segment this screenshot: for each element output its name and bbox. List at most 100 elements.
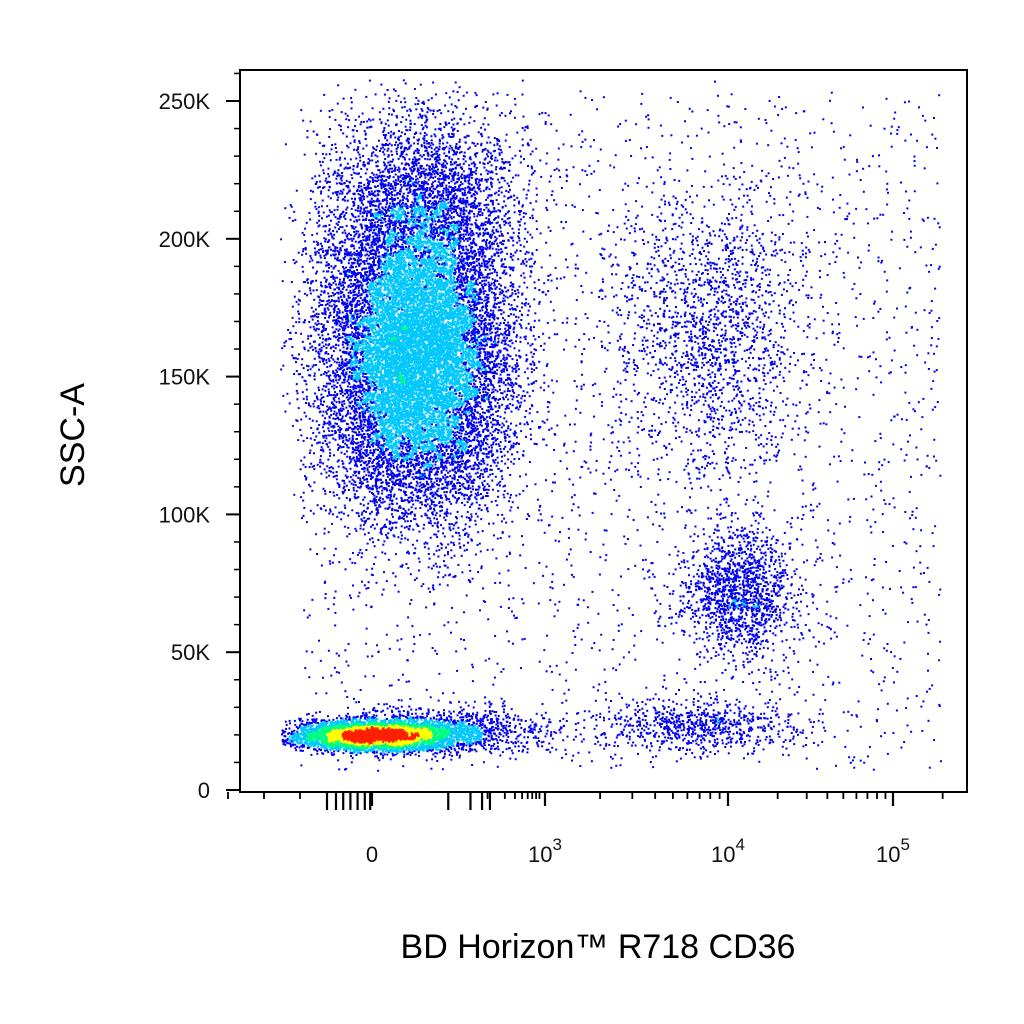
event-dot — [338, 447, 340, 449]
event-dot — [417, 455, 419, 457]
event-dot — [545, 294, 547, 296]
event-dot — [475, 342, 477, 344]
event-dot — [457, 172, 459, 174]
event-dot — [457, 479, 459, 481]
event-dot — [372, 485, 374, 487]
event-dot — [309, 287, 311, 289]
event-dot — [500, 606, 502, 608]
event-dot — [422, 435, 424, 437]
event-dot — [535, 380, 537, 382]
event-dot — [349, 181, 351, 183]
event-dot — [468, 179, 470, 181]
event-dot — [354, 326, 356, 328]
event-dot — [282, 395, 284, 397]
event-dot — [428, 566, 430, 568]
event-dot — [485, 204, 487, 206]
event-dot — [326, 413, 328, 415]
event-dot — [362, 239, 364, 241]
event-dot — [548, 337, 550, 339]
event-dot — [491, 434, 493, 436]
event-dot — [466, 494, 468, 496]
event-dot — [526, 241, 528, 243]
event-dot — [346, 348, 348, 350]
event-dot — [515, 425, 517, 427]
event-dot — [327, 427, 329, 429]
event-dot — [500, 322, 502, 324]
event-dot — [520, 341, 522, 343]
event-dot — [499, 328, 501, 330]
event-dot — [338, 344, 340, 346]
event-dot — [360, 503, 362, 505]
event-dot — [315, 364, 317, 366]
event-dot — [474, 520, 476, 522]
event-dot — [416, 540, 418, 542]
event-dot — [550, 301, 552, 303]
event-dot — [458, 432, 460, 434]
event-dot — [352, 452, 354, 454]
event-dot — [391, 509, 393, 511]
event-dot — [342, 336, 344, 338]
event-dot — [495, 500, 497, 502]
event-dot — [530, 351, 532, 353]
event-dot — [527, 377, 529, 379]
event-dot — [361, 443, 363, 445]
event-dot — [467, 449, 469, 451]
event-dot — [435, 563, 437, 565]
event-dot — [365, 340, 367, 342]
event-dot — [508, 407, 510, 409]
event-dot — [324, 440, 326, 442]
event-dot — [534, 338, 536, 340]
event-dot — [512, 228, 514, 230]
event-dot — [325, 437, 327, 439]
event-dot — [415, 499, 417, 501]
event-dot — [424, 453, 426, 455]
event-dot — [501, 218, 503, 220]
event-dot — [461, 433, 463, 435]
event-dot — [373, 174, 375, 176]
event-dot — [444, 574, 446, 576]
event-dot — [433, 250, 435, 252]
event-dot — [349, 438, 351, 440]
event-dot — [396, 286, 398, 288]
event-dot — [336, 277, 338, 279]
event-dot — [392, 462, 394, 464]
event-dot — [423, 470, 425, 472]
event-dot — [477, 516, 479, 518]
event-dot — [312, 319, 314, 321]
event-dot — [383, 540, 385, 542]
event-dot — [439, 584, 441, 586]
event-dot — [515, 316, 517, 318]
event-dot — [491, 501, 493, 503]
event-dot — [315, 436, 317, 438]
event-dot — [416, 491, 418, 493]
event-dot — [307, 338, 309, 340]
event-dot — [479, 310, 481, 312]
event-dot — [453, 544, 455, 546]
event-dot — [293, 494, 295, 496]
event-dot — [399, 435, 401, 437]
event-dot — [410, 496, 412, 498]
event-dot — [491, 291, 493, 293]
event-dot — [322, 338, 324, 340]
event-dot — [320, 473, 322, 475]
event-dot — [495, 389, 497, 391]
event-dot — [361, 430, 363, 432]
event-dot — [470, 513, 472, 515]
event-dot — [388, 347, 390, 349]
event-dot — [336, 362, 338, 364]
event-dot — [344, 232, 346, 234]
event-dot — [475, 513, 477, 515]
event-dot — [366, 271, 368, 273]
event-dot — [329, 305, 331, 307]
event-dot — [499, 324, 501, 326]
event-dot — [381, 493, 383, 495]
event-dot — [337, 308, 339, 310]
event-dot — [381, 206, 383, 208]
event-dot — [470, 383, 472, 385]
event-dot — [312, 420, 314, 422]
event-dot — [318, 369, 320, 371]
event-dot — [294, 219, 296, 221]
event-dot — [376, 501, 378, 503]
event-dot — [358, 515, 360, 517]
